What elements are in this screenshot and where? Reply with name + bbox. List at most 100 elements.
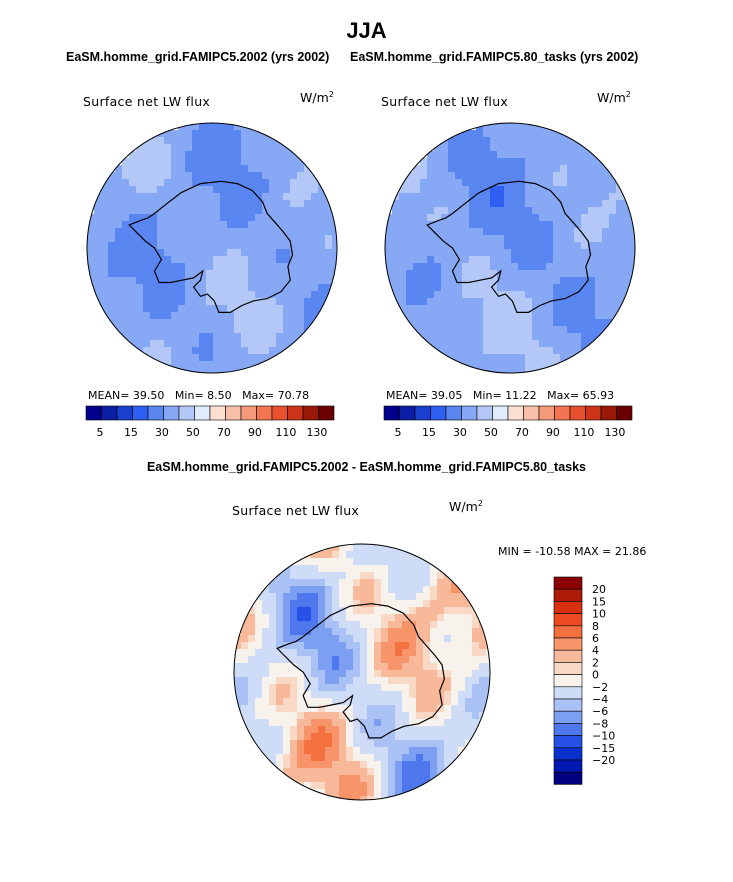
colorbar-swatch	[553, 625, 583, 639]
colorbar-tick-label: 10	[592, 608, 606, 621]
map-field	[234, 544, 490, 800]
figure-title: JJA	[346, 18, 387, 43]
colorbar-swatch	[553, 771, 583, 785]
antarctica-coastline	[276, 603, 446, 739]
colorbar-swatch	[209, 405, 226, 421]
colorbar-swatch	[414, 405, 431, 421]
colorbar-tick-label: −20	[592, 754, 615, 767]
panel2-mean-value: 39.05	[430, 389, 463, 402]
colorbar-panel2: 5 15 30 50 70 90 110 130	[383, 405, 633, 439]
antarctica-coastline	[128, 180, 294, 313]
colorbar-swatch	[445, 405, 462, 421]
colorbar-tick-label: 6	[592, 632, 599, 645]
colorbar-swatch	[461, 405, 478, 421]
panel1-min-value: 8.50	[207, 389, 232, 402]
colorbar-swatch	[553, 662, 583, 675]
panel1-units: W/m2	[300, 90, 334, 105]
panel1-stats: MEAN= 39.50 Min= 8.50 Max= 70.78	[88, 389, 309, 402]
colorbar-swatch	[178, 405, 195, 421]
colorbar-swatch	[553, 649, 583, 663]
colorbar-swatch	[553, 710, 583, 724]
antarctica-coastline	[426, 180, 592, 313]
colorbar-tick-label: −8	[592, 717, 608, 730]
panel1-subtitle: EaSM.homme_grid.FAMIPC5.2002 (yrs 2002)	[66, 50, 330, 64]
colorbar-tick-label: 130	[306, 426, 327, 439]
colorbar-tick-label: 20	[592, 583, 606, 596]
colorbar-swatch	[240, 405, 257, 421]
panel2-units-exp: 2	[625, 90, 631, 99]
colorbar-tick-label: 4	[592, 644, 599, 657]
panel2-stats: MEAN= 39.05 Min= 11.22 Max= 65.93	[386, 389, 614, 402]
panel2-max-label: Max=	[547, 389, 580, 402]
panel2-units-base: W/m	[597, 90, 626, 106]
colorbar-swatch	[116, 405, 133, 421]
map-boundary	[384, 122, 636, 374]
panel2-variable-label: Surface net LW flux	[381, 94, 509, 109]
colorbar-swatch	[287, 405, 304, 421]
colorbar-panel1: 5 15 30 50 70 90 110 130	[85, 405, 335, 439]
colorbar-swatch	[553, 747, 583, 761]
colorbar-swatch	[256, 405, 273, 421]
panel1-mean-value: 39.50	[132, 389, 165, 402]
colorbar-swatch	[553, 723, 583, 736]
diff-units-base: W/m	[449, 499, 478, 515]
panel1-units-exp: 2	[328, 90, 334, 99]
polar-map-2	[384, 122, 636, 374]
colorbar-swatch	[101, 405, 118, 421]
panel1-mean-label: MEAN=	[88, 389, 130, 402]
map-boundary	[86, 122, 338, 374]
colorbar-swatch	[271, 405, 288, 421]
colorbar-tick-label: 5	[394, 426, 401, 439]
colorbar-swatch	[553, 759, 583, 773]
panel1-units-base: W/m	[300, 90, 329, 106]
diff-units-exp: 2	[477, 499, 483, 508]
colorbar-tick-label: 70	[217, 426, 231, 439]
colorbar-swatch	[616, 405, 633, 421]
colorbar-swatch	[553, 698, 583, 712]
colorbar-swatch	[553, 601, 583, 614]
panel1-max-label: Max=	[242, 389, 275, 402]
colorbar-tick-label: 70	[515, 426, 529, 439]
panel1-max-value: 70.78	[277, 389, 310, 402]
panel2-subtitle: EaSM.homme_grid.FAMIPC5.80_tasks (yrs 20…	[350, 50, 639, 64]
panel2-min-value: 11.22	[505, 389, 537, 402]
polar-map-1	[86, 122, 338, 374]
colorbar-swatch	[600, 405, 617, 421]
colorbar-tick-label: 15	[592, 595, 606, 608]
colorbar-swatch	[553, 588, 583, 602]
colorbar-swatch	[554, 405, 571, 421]
colorbar-swatch	[569, 405, 586, 421]
colorbar-swatch	[585, 405, 602, 421]
colorbar-swatch	[538, 405, 555, 421]
colorbar-swatch	[132, 405, 149, 421]
colorbar-swatch	[383, 405, 400, 421]
diff-variable-label: Surface net LW flux	[232, 503, 360, 518]
panel2-units: W/m2	[597, 90, 631, 105]
colorbar-tick-label: 50	[484, 426, 498, 439]
colorbar-tick-label: 15	[422, 426, 436, 439]
colorbar-swatch	[147, 405, 164, 421]
colorbar-tick-label: 30	[453, 426, 467, 439]
panel1-min-label: Min=	[174, 389, 204, 402]
colorbar-tick-label: 90	[248, 426, 262, 439]
colorbar-tick-label: −2	[592, 681, 608, 694]
colorbar-tick-label: 110	[275, 426, 296, 439]
colorbar-swatch	[553, 637, 583, 651]
colorbar-swatch	[553, 613, 583, 627]
diff-subtitle: EaSM.homme_grid.FAMIPC5.2002 - EaSM.homm…	[146, 460, 587, 474]
map-boundary	[233, 543, 491, 801]
colorbar-tick-label: −6	[592, 705, 608, 718]
colorbar-tick-label: 0	[592, 669, 599, 682]
colorbar-swatch	[492, 405, 509, 421]
colorbar-swatch	[430, 405, 447, 421]
colorbar-swatch	[85, 405, 102, 421]
colorbar-swatch	[553, 674, 583, 688]
colorbar-swatch	[553, 686, 583, 700]
panel2-mean-label: MEAN=	[386, 389, 428, 402]
colorbar-swatch	[163, 405, 180, 421]
panel1-variable-label: Surface net LW flux	[83, 94, 211, 109]
colorbar-tick-label: 90	[546, 426, 560, 439]
diff-units: W/m2	[449, 499, 483, 514]
